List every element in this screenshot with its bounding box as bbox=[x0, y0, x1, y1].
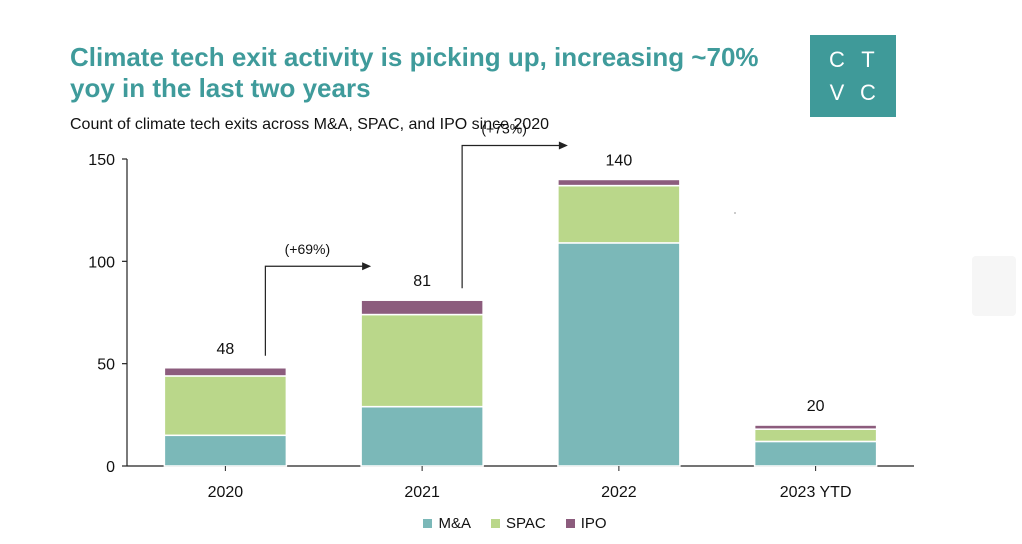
bar-segment-ipo bbox=[360, 299, 484, 316]
bar-segment-ma bbox=[753, 440, 878, 467]
legend-item-spac: SPAC bbox=[490, 515, 546, 532]
bar-total-label: 48 bbox=[216, 341, 234, 358]
bar-segment-ma bbox=[163, 434, 288, 467]
legend-item-ipo: IPO bbox=[565, 515, 607, 532]
growth-annotation-label: (+73%) bbox=[481, 120, 527, 136]
ctvc-logo: C T V C bbox=[810, 35, 896, 117]
chart-title: Climate tech exit activity is picking up… bbox=[70, 42, 759, 103]
logo-letter: V bbox=[829, 79, 846, 105]
chart-subtitle: Count of climate tech exits across M&A, … bbox=[70, 116, 550, 133]
y-tick-label: 50 bbox=[97, 357, 115, 374]
bar-segment-ipo bbox=[163, 367, 288, 377]
growth-arrowhead bbox=[362, 262, 372, 271]
bar-segment-ma bbox=[557, 242, 681, 467]
bar-segment-spac bbox=[557, 184, 681, 244]
legend-swatch-ma bbox=[423, 519, 433, 528]
x-tick-label: 2023 YTD bbox=[780, 484, 852, 501]
logo-letter: C bbox=[829, 46, 846, 72]
legend-item-ma: M&A bbox=[423, 515, 471, 532]
legend-label-spac: SPAC bbox=[505, 515, 546, 532]
legend-label-ipo: IPO bbox=[580, 515, 607, 532]
x-tick-label: 2022 bbox=[601, 484, 637, 501]
logo-letter: C bbox=[860, 79, 877, 105]
chart-legend: M&A SPAC IPO bbox=[0, 515, 1022, 532]
bar-segment-spac bbox=[360, 313, 484, 408]
x-tick-label: 2021 bbox=[404, 484, 440, 501]
legend-label-ma: M&A bbox=[438, 515, 471, 532]
bar-segment-ma bbox=[360, 405, 484, 467]
bar-segment-ipo bbox=[557, 178, 681, 187]
bar-segment-spac bbox=[753, 428, 878, 443]
stray-dot bbox=[734, 212, 736, 214]
background-panel bbox=[972, 256, 1016, 316]
bar-segment-ipo bbox=[753, 424, 878, 430]
growth-annotation-label: (+69%) bbox=[285, 241, 331, 257]
y-tick-label: 100 bbox=[88, 254, 115, 271]
x-tick-label: 2020 bbox=[208, 484, 244, 501]
legend-swatch-ipo bbox=[565, 519, 575, 528]
y-tick-label: 150 bbox=[88, 152, 115, 169]
growth-arrow-line bbox=[461, 144, 560, 289]
bar-total-label: 20 bbox=[807, 398, 825, 415]
growth-arrowhead bbox=[558, 141, 568, 150]
bar-total-label: 81 bbox=[413, 273, 431, 290]
bar-total-label: 140 bbox=[606, 152, 633, 169]
y-tick-label: 0 bbox=[106, 459, 115, 476]
logo-letter: T bbox=[861, 46, 876, 72]
growth-arrow-line bbox=[264, 265, 364, 356]
bar-segment-spac bbox=[163, 375, 288, 437]
legend-swatch-spac bbox=[490, 519, 500, 528]
